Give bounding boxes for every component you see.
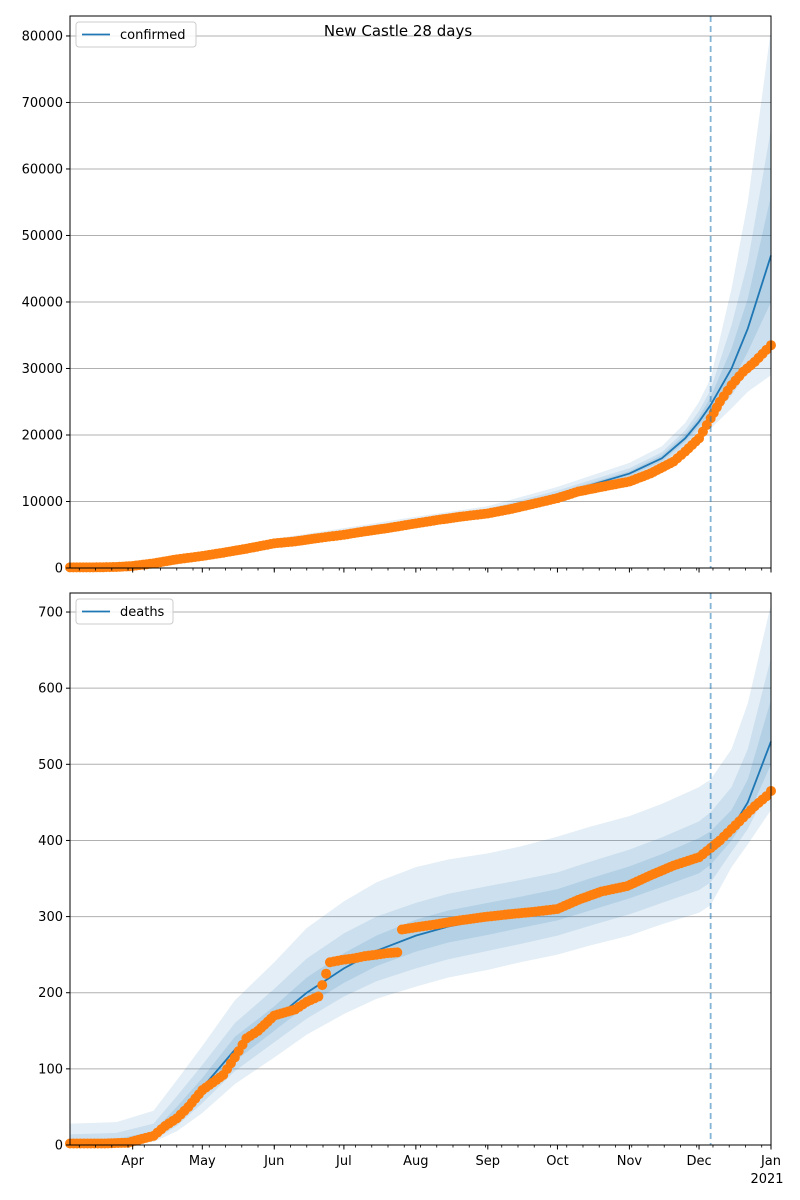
x-tick-label: Nov (617, 1154, 643, 1169)
y-tick-label: 500 (38, 758, 63, 773)
deaths-panel: 0 100 200 300 400 500 600 700 Apr May Jun Jul Aug Sep… (38, 592, 784, 1187)
y-tick-label: 40000 (22, 295, 63, 310)
chart-title: New Castle 28 days (324, 22, 472, 40)
observed-points (65, 785, 776, 1149)
legend-label: confirmed (120, 28, 186, 43)
x-year-label: 2021 (750, 1172, 783, 1187)
y-tick-label: 0 (55, 562, 63, 577)
x-tick-label: Sep (476, 1154, 501, 1169)
x-tick-label: May (189, 1154, 216, 1169)
legend-label: deaths (120, 605, 165, 620)
observed-point (392, 947, 403, 958)
confirmed-panel: 0 10000 20000 30000 40000 50000 60000 70000 8000… (22, 15, 776, 577)
x-tick-label: Jun (263, 1154, 284, 1169)
y-tick-label: 20000 (22, 428, 63, 443)
y-tick-label: 60000 (22, 162, 63, 177)
y-tick-label: 0 (55, 1139, 63, 1154)
y-tick-label: 300 (38, 910, 63, 925)
y-tick-label: 10000 (22, 495, 63, 510)
observed-points (65, 340, 776, 573)
confidence-band (70, 657, 771, 1145)
x-tick-label: Jul (335, 1154, 352, 1169)
x-tick-label: Dec (686, 1154, 711, 1169)
y-tick-label: 30000 (22, 362, 63, 377)
y-tick-label: 400 (38, 834, 63, 849)
y-tick-label: 70000 (22, 96, 63, 111)
observed-point (321, 968, 332, 979)
confidence-band (70, 604, 771, 1145)
x-tick-label: Aug (403, 1154, 428, 1169)
y-tick-label: 100 (38, 1062, 63, 1077)
x-tick-label: Apr (121, 1154, 144, 1169)
y-tick-label: 50000 (22, 229, 63, 244)
observed-point (313, 991, 324, 1002)
x-tick-label: Oct (546, 1154, 568, 1169)
y-tick-label: 200 (38, 986, 63, 1001)
y-tick-label: 700 (38, 606, 63, 621)
y-tick-label: 80000 (22, 29, 63, 44)
legend-box (75, 598, 174, 625)
x-tick-label: Jan (760, 1154, 781, 1169)
observed-point (317, 980, 328, 991)
y-tick-label: 600 (38, 682, 63, 697)
legend-box (75, 21, 197, 48)
